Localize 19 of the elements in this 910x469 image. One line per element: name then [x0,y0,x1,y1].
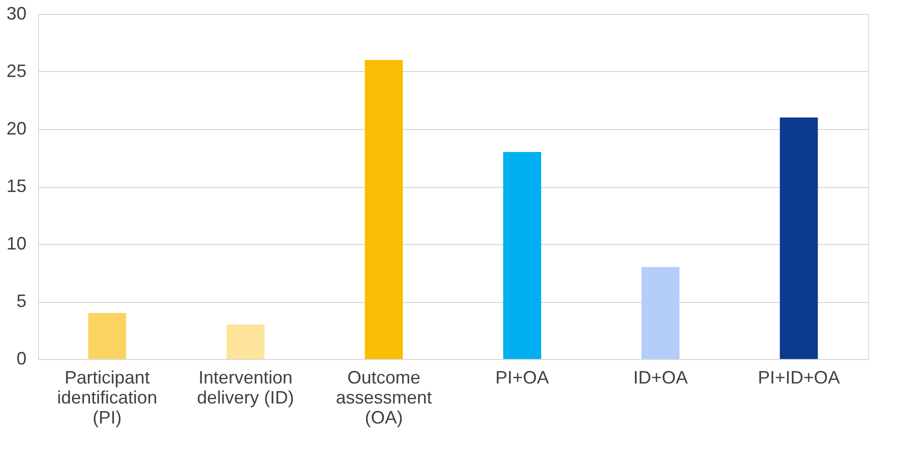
y-tick-label: 30 [6,4,26,24]
bar [226,324,264,359]
bar [88,313,126,359]
y-tick-label: 25 [6,61,26,81]
bar [503,152,542,359]
bar [364,60,403,359]
bar [642,267,680,359]
y-tick-label: 0 [16,348,26,368]
y-tick-label: 10 [6,234,26,254]
x-tick-label: PI+OA [495,368,549,388]
bar [780,118,818,359]
x-tick-label: Outcome assessment (OA) [336,368,432,428]
y-tick-label: 20 [6,118,26,138]
x-tick-label: PI+ID+OA [758,368,840,388]
x-tick-label: Intervention delivery (ID) [196,368,294,408]
y-tick-label: 15 [6,176,26,196]
x-tick-label: Participant identification (PI) [57,368,158,428]
y-tick-label: 5 [16,291,26,311]
x-tick-label: ID+OA [633,368,688,388]
